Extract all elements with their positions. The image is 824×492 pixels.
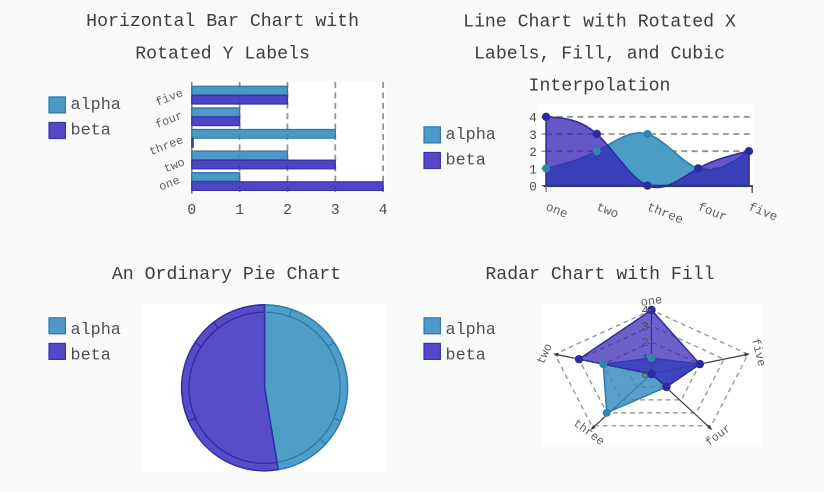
svg-text:Interpolation: Interpolation	[529, 76, 671, 96]
svg-text:alpha: alpha	[71, 321, 121, 340]
svg-text:1: 1	[235, 203, 244, 219]
svg-text:Radar Chart with Fill: Radar Chart with Fill	[485, 265, 714, 285]
svg-text:Horizontal Bar Chart with: Horizontal Bar Chart with	[86, 12, 359, 32]
svg-text:Labels, Fill, and Cubic: Labels, Fill, and Cubic	[474, 45, 725, 65]
svg-text:0: 0	[529, 180, 537, 194]
svg-text:2: 2	[642, 336, 649, 350]
svg-text:4: 4	[529, 112, 537, 126]
svg-text:beta: beta	[71, 347, 111, 366]
svg-text:alpha: alpha	[446, 126, 496, 145]
svg-text:4: 4	[642, 304, 649, 318]
svg-text:one: one	[640, 293, 663, 310]
svg-text:3: 3	[331, 203, 340, 219]
svg-text:0: 0	[187, 203, 196, 219]
svg-text:2: 2	[529, 146, 537, 160]
svg-text:4: 4	[379, 203, 388, 219]
svg-text:beta: beta	[446, 151, 486, 170]
svg-text:1: 1	[642, 352, 649, 366]
svg-text:beta: beta	[71, 121, 111, 140]
svg-text:alpha: alpha	[71, 96, 121, 115]
svg-text:3: 3	[642, 320, 649, 334]
svg-text:0: 0	[642, 368, 649, 382]
svg-text:Rotated Y Labels: Rotated Y Labels	[135, 45, 310, 65]
svg-text:3: 3	[529, 129, 537, 143]
svg-text:2: 2	[283, 203, 292, 219]
svg-text:beta: beta	[446, 347, 486, 366]
svg-text:An Ordinary Pie Chart: An Ordinary Pie Chart	[112, 265, 341, 285]
svg-text:alpha: alpha	[446, 321, 496, 340]
svg-text:five: five	[748, 337, 768, 368]
svg-text:1: 1	[529, 163, 537, 177]
svg-text:Line Chart with Rotated X: Line Chart with Rotated X	[463, 13, 736, 33]
